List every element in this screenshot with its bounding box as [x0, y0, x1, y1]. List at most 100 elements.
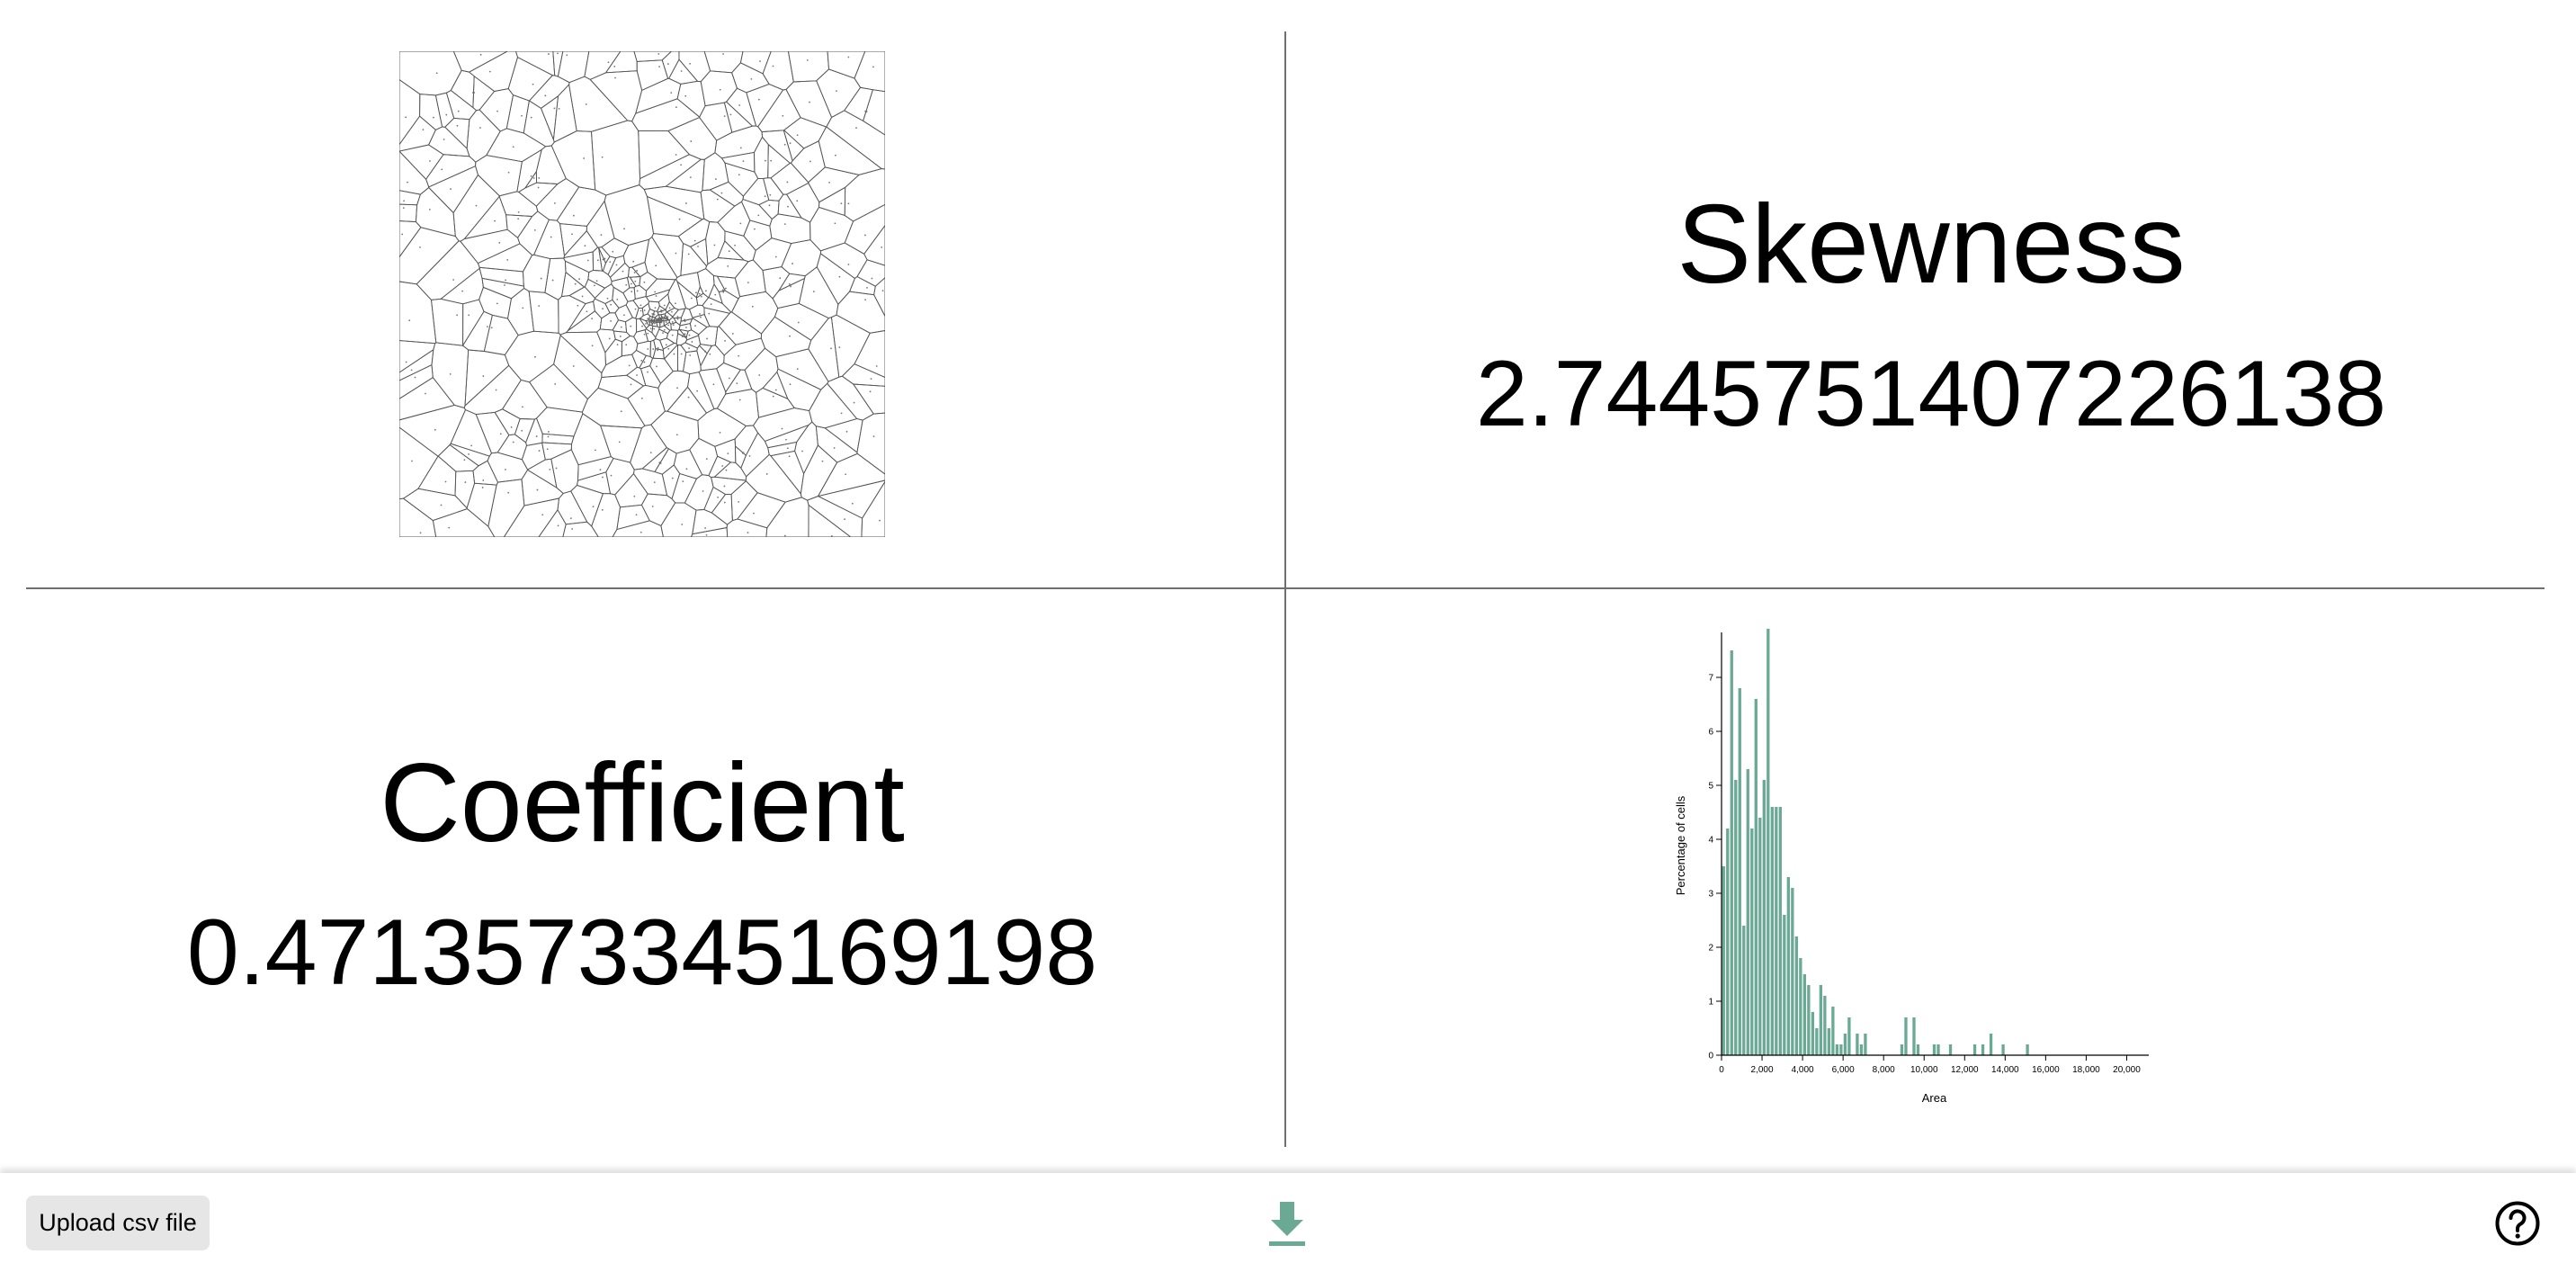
voronoi-site: [698, 292, 701, 295]
voronoi-cell: [705, 256, 749, 279]
voronoi-cell: [675, 271, 701, 298]
histogram-bar: [1783, 915, 1786, 1055]
voronoi-site: [705, 457, 708, 460]
voronoi-cell: [676, 280, 699, 309]
voronoi-site: [792, 262, 793, 264]
voronoi-site: [665, 318, 666, 320]
voronoi-cell: [525, 417, 543, 446]
voronoi-site: [675, 433, 678, 435]
voronoi-cell: [716, 275, 741, 300]
voronoi-site: [601, 508, 604, 511]
voronoi-cell: [516, 148, 542, 193]
voronoi-site: [684, 332, 686, 335]
voronoi-cell: [557, 489, 588, 524]
voronoi-site: [772, 65, 774, 67]
voronoi-cell: [609, 262, 630, 282]
voronoi-cell: [553, 334, 603, 399]
voronoi-cell: [399, 203, 418, 222]
voronoi-site: [479, 53, 482, 56]
skewness-value: 2.7445751407226138: [1475, 342, 2387, 446]
voronoi-site: [496, 110, 498, 112]
area-histogram: 0 2,000 4,000 6,000 8,000 10,000 12,000 14,000 1…: [1674, 629, 2149, 1105]
voronoi-cell: [698, 325, 719, 346]
voronoi-site: [675, 301, 676, 304]
voronoi-site: [647, 317, 649, 319]
voronoi-cell: [717, 201, 751, 237]
voronoi-site: [682, 334, 684, 336]
voronoi-site: [457, 110, 460, 112]
voronoi-site: [652, 347, 655, 350]
voronoi-cell: [505, 213, 533, 238]
voronoi-site: [727, 264, 729, 267]
voronoi-site: [507, 171, 510, 174]
voronoi-cell: [466, 482, 497, 527]
voronoi-site: [488, 70, 491, 73]
y-tick-label: 0: [1708, 1052, 1713, 1061]
voronoi-site: [666, 315, 669, 318]
voronoi-site: [456, 313, 459, 316]
download-arrow-icon[interactable]: [1267, 1200, 1307, 1247]
voronoi-cell: [673, 317, 682, 326]
voronoi-site: [742, 451, 745, 453]
voronoi-cell: [589, 69, 643, 121]
histogram-bar: [1904, 1017, 1908, 1055]
voronoi-site: [796, 367, 799, 370]
voronoi-site: [636, 290, 639, 291]
voronoi-site: [774, 255, 777, 257]
voronoi-site: [546, 447, 549, 450]
voronoi-site: [510, 425, 513, 428]
voronoi-cell: [557, 50, 590, 83]
voronoi-cell: [444, 117, 470, 149]
voronoi-site: [495, 389, 497, 390]
voronoi-site: [632, 260, 635, 263]
help-question-icon[interactable]: [2494, 1200, 2541, 1247]
voronoi-cell: [402, 488, 469, 521]
voronoi-cell: [432, 507, 496, 537]
voronoi-site: [479, 126, 481, 129]
voronoi-site: [659, 461, 662, 464]
voronoi-site: [633, 495, 636, 497]
voronoi-cell: [841, 363, 885, 387]
voronoi-cell: [703, 306, 731, 327]
upload-csv-button[interactable]: Upload csv file: [26, 1196, 210, 1250]
voronoi-cell: [873, 276, 885, 317]
histogram-bar: [1799, 958, 1802, 1055]
histogram-bar: [1758, 818, 1762, 1055]
voronoi-cell: [399, 376, 456, 420]
voronoi-site: [739, 146, 742, 148]
voronoi-site: [738, 399, 741, 400]
voronoi-site: [738, 103, 741, 106]
voronoi-cell: [677, 344, 687, 372]
voronoi-site: [522, 306, 524, 309]
voronoi-site: [522, 405, 523, 408]
voronoi-site: [558, 107, 560, 110]
voronoi-cell: [671, 472, 698, 504]
voronoi-cell: [664, 344, 679, 372]
voronoi-cell: [399, 226, 460, 284]
voronoi-site: [663, 328, 666, 331]
voronoi-site: [636, 373, 638, 376]
voronoi-site: [429, 159, 431, 162]
voronoi-site: [806, 58, 809, 61]
voronoi-site: [838, 345, 841, 348]
voronoi-cell: [462, 298, 485, 347]
voronoi-site: [652, 318, 655, 321]
voronoi-site: [847, 56, 850, 58]
voronoi-site: [758, 373, 761, 376]
voronoi-cell: [552, 83, 577, 143]
histogram-bar: [1778, 807, 1782, 1055]
voronoi-cell: [399, 348, 434, 381]
histogram-bar: [1794, 936, 1798, 1055]
voronoi-site: [403, 200, 405, 202]
voronoi-site: [471, 91, 474, 94]
voronoi-site: [706, 337, 708, 339]
voronoi-site: [728, 249, 730, 252]
voronoi-cell: [734, 258, 766, 297]
voronoi-cell: [676, 80, 706, 118]
histogram-bar: [1738, 688, 1741, 1055]
voronoi-site: [666, 62, 669, 65]
voronoi-site: [635, 513, 638, 515]
voronoi-cell: [463, 195, 508, 239]
voronoi-site: [879, 519, 881, 522]
voronoi-cell: [532, 219, 565, 259]
